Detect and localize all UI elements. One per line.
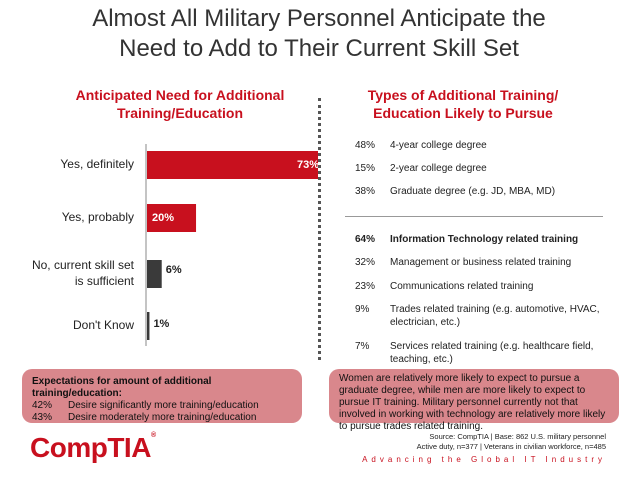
bar — [147, 312, 150, 340]
list-separator — [345, 216, 603, 217]
training-type-label: 4-year college degree — [390, 140, 487, 151]
right-section-heading: Types of Additional Training/ Education … — [352, 86, 574, 122]
logo-text: CompTIA — [30, 432, 151, 463]
bar-chart: 73% Yes, definitely 20% Yes, probably 6% No, … — [32, 144, 318, 346]
right-heading-line-2: Education Likely to Pursue — [373, 105, 553, 121]
bar-value-label: 1% — [153, 318, 169, 330]
training-type-label: 2-year college degree — [390, 163, 487, 174]
category-label: No, current skill set — [32, 258, 135, 272]
training-type-label: Management or business related training — [390, 257, 572, 268]
training-type-label: Trades related training (e.g. automotive… — [390, 304, 600, 328]
left-heading-line-2: Training/Education — [116, 105, 243, 121]
bar-value-label: 6% — [166, 264, 182, 276]
training-type-pct: 15% — [355, 163, 376, 174]
category-label: Don't Know — [73, 318, 134, 332]
source-line-2: Active duty, n=377 | Veterans in civilia… — [416, 442, 606, 451]
expectation-pct: 43% — [32, 412, 53, 423]
source-line-1: Source: CompTIA | Base: 862 U.S. militar… — [429, 432, 606, 441]
bar-value-label: 20% — [152, 212, 174, 224]
training-type-label: Graduate degree (e.g. JD, MBA, MD) — [390, 186, 556, 197]
training-type-pct: 9% — [355, 304, 370, 315]
bar-value-label: 73% — [297, 159, 318, 171]
expectation-pct: 42% — [32, 400, 53, 411]
left-heading-line-1: Anticipated Need for Additional — [75, 87, 285, 103]
logo-trademark: ® — [150, 432, 156, 439]
category-label: Yes, probably — [62, 210, 134, 224]
category-label: Yes, definitely — [60, 157, 134, 171]
training-type-pct: 48% — [355, 140, 376, 151]
insight-text: Women are relatively more likely to expe… — [339, 373, 606, 432]
source-note: Source: CompTIA | Base: 862 U.S. militar… — [417, 432, 606, 452]
right-heading-line-1: Types of Additional Training/ — [367, 87, 559, 103]
tagline: Advancing the Global IT Industry — [362, 455, 606, 464]
training-type-pct: 38% — [355, 186, 376, 197]
training-type-label: Services related training (e.g. healthca… — [390, 341, 594, 365]
expectation-label: Desire significantly more training/educa… — [68, 400, 259, 411]
title-line-2: Need to Add to Their Current Skill Set — [119, 35, 519, 62]
category-label: is sufficient — [75, 274, 135, 288]
bar — [147, 260, 162, 288]
page-title: Almost All Military Personnel Anticipate… — [0, 4, 638, 64]
training-type-pct: 32% — [355, 257, 376, 268]
expectation-row: 42% Desire significantly more training/ed… — [32, 400, 292, 412]
comptia-logo: CompTIA® — [30, 432, 156, 464]
training-type-label: Information Technology related training — [390, 234, 579, 245]
training-type-pct: 7% — [355, 341, 370, 352]
expectation-row: 43% Desire moderately more training/educa… — [32, 412, 292, 424]
training-type-label: Communications related training — [390, 281, 534, 292]
training-type-pct: 23% — [355, 281, 376, 292]
bar — [147, 204, 197, 232]
left-section-heading: Anticipated Need for Additional Training… — [62, 86, 298, 122]
bar — [147, 151, 318, 179]
expectation-label: Desire moderately more training/educatio… — [68, 412, 257, 423]
insight-callout: Women are relatively more likely to expe… — [329, 369, 619, 432]
training-type-pct: 64% — [355, 234, 376, 245]
column-divider — [318, 98, 321, 360]
expectations-callout: Expectations for amount of additional tr… — [22, 369, 302, 423]
expectations-heading: Expectations for amount of additional tr… — [32, 376, 212, 399]
title-line-1: Almost All Military Personnel Anticipate… — [92, 5, 546, 32]
